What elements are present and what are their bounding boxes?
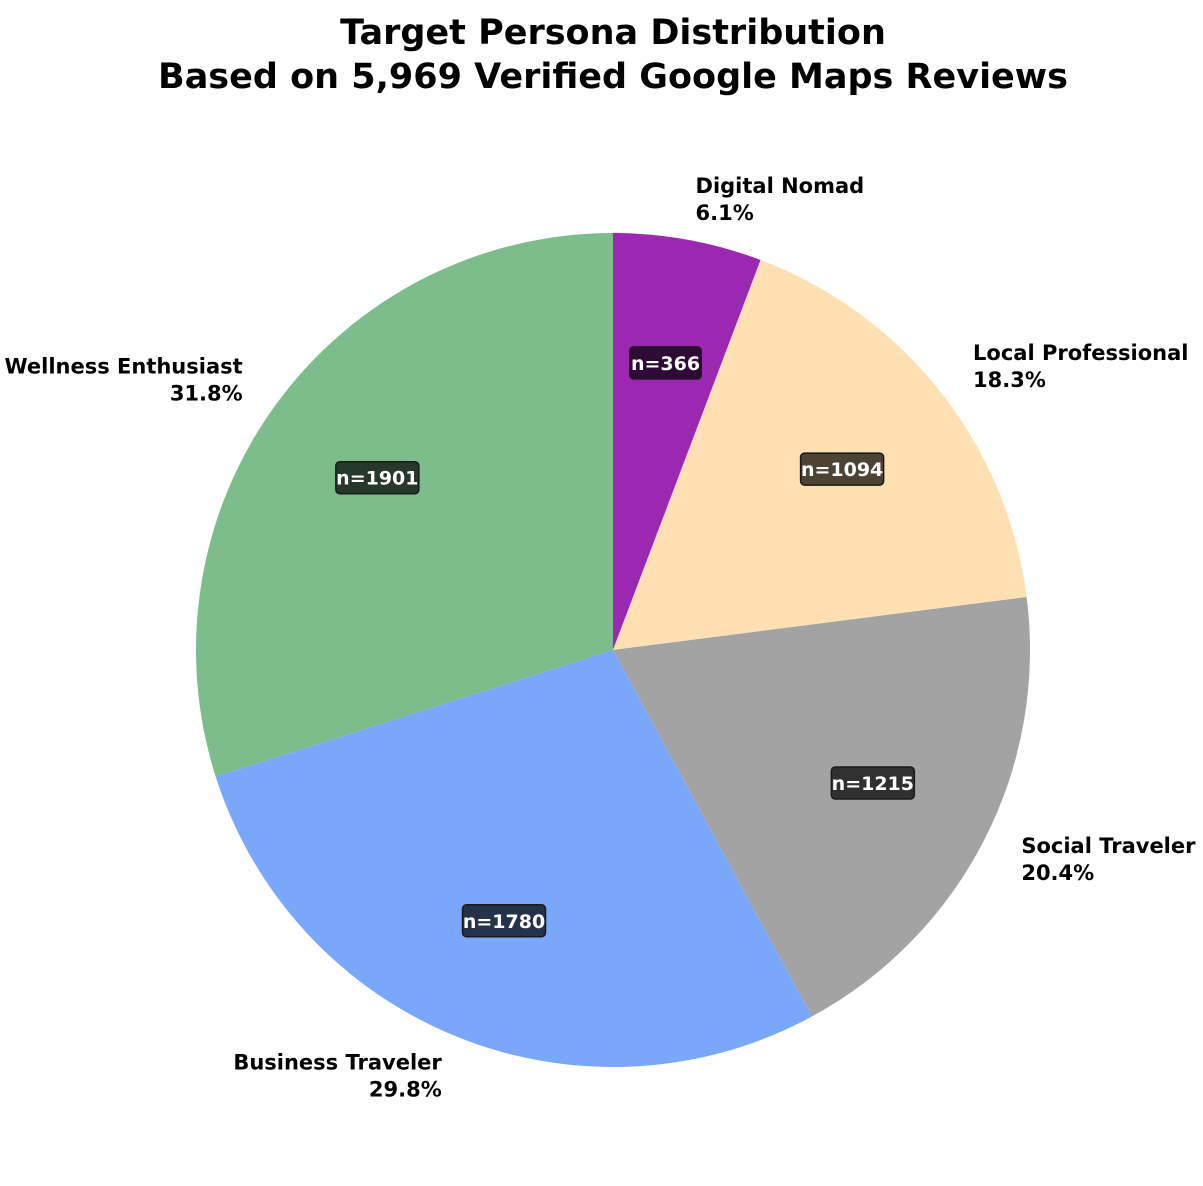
count-badges: n=366 n=1094 n=1215 n=1780 n=1901 bbox=[335, 346, 916, 938]
category-name-digital-nomad: Digital Nomad bbox=[696, 174, 865, 198]
count-badge-box-digital-nomad bbox=[629, 346, 703, 380]
count-badge-box-local-professional bbox=[799, 452, 885, 486]
count-badge-box-wellness-enthusiast bbox=[335, 460, 420, 495]
count-badge-social-traveler: n=1215 bbox=[830, 766, 916, 800]
category-label-digital-nomad: Digital Nomad 6.1% bbox=[696, 174, 865, 225]
pie-slice-business-traveler bbox=[215, 650, 812, 1067]
category-percent-digital-nomad: 6.1% bbox=[696, 201, 754, 225]
count-label-wellness-enthusiast: n=1901 bbox=[336, 468, 418, 490]
count-label-social-traveler: n=1215 bbox=[832, 773, 914, 795]
category-percent-wellness-enthusiast: 31.8% bbox=[170, 381, 243, 405]
category-name-business-traveler: Business Traveler bbox=[233, 1051, 442, 1075]
category-label-business-traveler: Business Traveler 29.8% bbox=[233, 1051, 442, 1102]
category-labels: Digital Nomad 6.1% Local Professional 18.3%… bbox=[4, 174, 1196, 1102]
category-name-wellness-enthusiast: Wellness Enthusiast bbox=[4, 354, 242, 378]
count-badge-wellness-enthusiast: n=1901 bbox=[335, 460, 420, 495]
category-label-local-professional: Local Professional 18.3% bbox=[973, 341, 1188, 392]
count-badge-local-professional: n=1094 bbox=[799, 452, 885, 486]
pie-slice-digital-nomad bbox=[613, 233, 761, 650]
category-name-local-professional: Local Professional bbox=[973, 341, 1188, 365]
chart-title-line-2: Based on 5,969 Verified Google Maps Revi… bbox=[158, 57, 1068, 97]
pie-slice-social-traveler bbox=[613, 596, 1031, 1017]
count-badge-business-traveler: n=1780 bbox=[461, 904, 547, 938]
category-percent-business-traveler: 29.8% bbox=[369, 1078, 442, 1102]
chart-title-line-1: Target Persona Distribution bbox=[340, 13, 886, 53]
count-label-business-traveler: n=1780 bbox=[463, 911, 545, 933]
count-label-digital-nomad: n=366 bbox=[631, 353, 700, 375]
count-badge-digital-nomad: n=366 bbox=[629, 346, 703, 380]
count-badge-box-social-traveler bbox=[830, 766, 916, 800]
category-percent-local-professional: 18.3% bbox=[973, 368, 1046, 392]
category-label-wellness-enthusiast: Wellness Enthusiast 31.8% bbox=[4, 354, 242, 405]
pie-slice-wellness-enthusiast bbox=[195, 233, 613, 777]
category-percent-social-traveler: 20.4% bbox=[1021, 861, 1094, 885]
count-badge-box-business-traveler bbox=[461, 904, 547, 938]
category-label-social-traveler: Social Traveler 20.4% bbox=[1021, 834, 1196, 885]
category-name-social-traveler: Social Traveler bbox=[1021, 834, 1196, 858]
pie-slices bbox=[195, 233, 1031, 1067]
count-label-local-professional: n=1094 bbox=[801, 459, 883, 481]
